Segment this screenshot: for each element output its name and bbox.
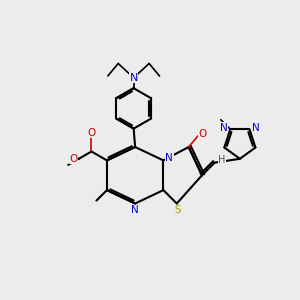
Text: O: O [87, 128, 96, 138]
Text: O: O [70, 154, 78, 164]
Text: O: O [199, 129, 207, 139]
Text: N: N [220, 123, 227, 133]
Text: N: N [130, 73, 138, 83]
Text: N: N [252, 123, 260, 133]
Text: N: N [165, 153, 173, 163]
Text: S: S [174, 205, 181, 215]
Text: N: N [131, 205, 139, 215]
Text: H: H [218, 155, 226, 165]
